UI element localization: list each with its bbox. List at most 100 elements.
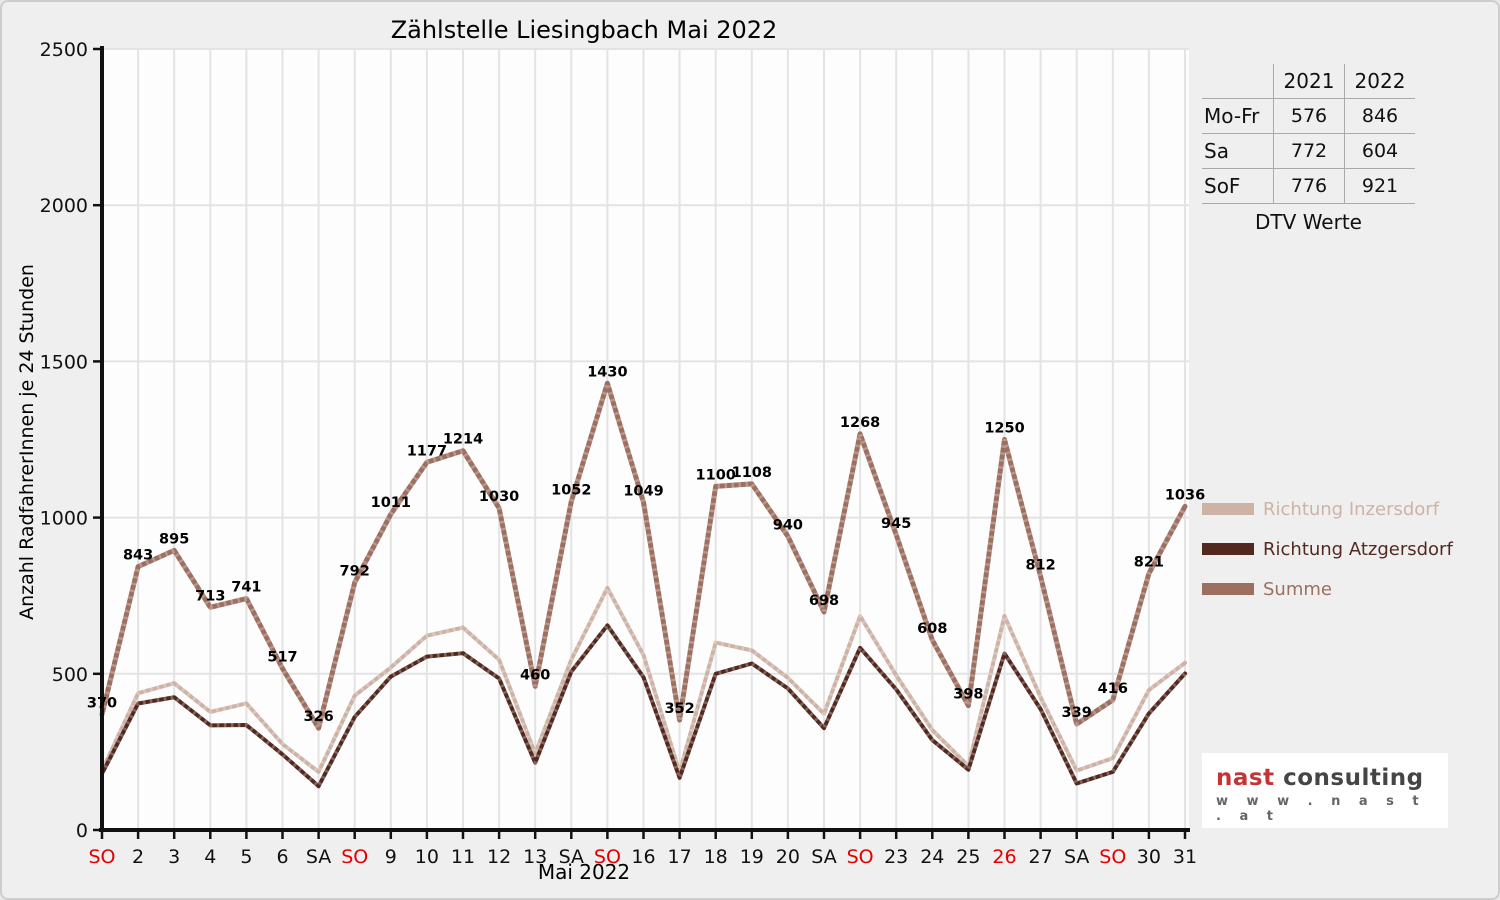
x-tick-label: 9 <box>385 846 397 868</box>
x-tick-label: SA <box>811 846 836 868</box>
dtv-value-sof-2021: 776 <box>1273 169 1344 204</box>
data-label: 1049 <box>623 483 663 499</box>
x-tick-label: 5 <box>240 846 252 868</box>
series-line <box>100 623 1187 789</box>
x-tick-label: 23 <box>884 846 908 868</box>
x-tick-label: 10 <box>415 846 439 868</box>
dtv-row-label-mofr: Mo-Fr <box>1202 99 1273 134</box>
chart-title: Zählstelle Liesingbach Mai 2022 <box>390 16 778 44</box>
dtv-value-mofr-2022: 846 <box>1344 99 1415 134</box>
legend-swatch-atzgersdorf <box>1202 543 1254 555</box>
x-tick-label: 24 <box>920 846 944 868</box>
chart-legend: Richtung Inzersdorf Richtung Atzgersdorf… <box>1202 496 1453 616</box>
legend-swatch-inzersdorf <box>1202 503 1254 515</box>
gridlines <box>102 48 1189 830</box>
data-label: 843 <box>123 548 153 564</box>
data-label: 1108 <box>732 465 772 481</box>
logo-brand-primary: nast <box>1216 765 1275 791</box>
dtv-value-mofr-2021: 576 <box>1273 99 1344 134</box>
data-label: 608 <box>917 621 947 637</box>
series-summe <box>99 374 1188 735</box>
y-tick-label: 2000 <box>40 195 88 217</box>
y-tick-labels: 0 500 1000 1500 2000 2500 <box>40 39 88 842</box>
data-label: 398 <box>953 687 983 703</box>
data-label: 352 <box>664 701 694 717</box>
data-label: 1011 <box>371 495 411 511</box>
x-tick-label: 2 <box>132 846 144 868</box>
dtv-row-label-sof: SoF <box>1202 169 1273 204</box>
series-line <box>100 585 1187 775</box>
data-label: 1177 <box>407 443 447 459</box>
series-line-texture <box>99 374 1188 735</box>
data-label: 370 <box>87 695 117 711</box>
logo-url: w w w . n a s t . a t <box>1216 794 1426 825</box>
x-tick-labels: SO 2 3 4 5 6 SA SO 9 10 11 12 13 SA SO 16 17 18 19 20 SA SO 23… <box>88 846 1197 868</box>
dtv-header-2022: 2022 <box>1344 64 1415 99</box>
legend-item-summe: Summe <box>1202 576 1453 602</box>
series-line <box>99 380 1188 731</box>
y-tick-label: 2500 <box>40 39 88 61</box>
data-label: 812 <box>1025 557 1055 573</box>
data-label: 1036 <box>1165 487 1205 503</box>
data-label: 1052 <box>551 482 591 498</box>
data-label: 945 <box>881 516 911 532</box>
legend-swatch-summe <box>1202 583 1254 595</box>
x-tick-label: SO <box>1099 846 1126 868</box>
x-tick-label: 16 <box>631 846 655 868</box>
legend-item-inzersdorf: Richtung Inzersdorf <box>1202 496 1453 522</box>
plot-area <box>102 49 1189 830</box>
y-tick-label: 1000 <box>40 508 88 530</box>
x-tick-label: 18 <box>704 846 728 868</box>
dtv-value-sa-2022: 604 <box>1344 134 1415 169</box>
x-tick-label: SA <box>306 846 331 868</box>
x-tick-label: 25 <box>956 846 980 868</box>
x-tick-label: 6 <box>276 846 288 868</box>
x-tick-label: 17 <box>668 846 692 868</box>
dtv-table: 2021 2022 Mo-Fr 576 846 Sa 772 604 SoF 7… <box>1202 64 1426 234</box>
data-label: 792 <box>340 564 370 580</box>
x-axis-title: Mai 2022 <box>537 860 631 884</box>
dtv-value-sof-2022: 921 <box>1344 169 1415 204</box>
x-tick-label: 12 <box>487 846 511 868</box>
y-tick-label: 1500 <box>40 351 88 373</box>
x-tick-label: 13 <box>523 846 547 868</box>
axes <box>93 46 1190 839</box>
data-label: 895 <box>159 531 189 547</box>
data-label: 1268 <box>840 415 880 431</box>
legend-item-atzgersdorf: Richtung Atzgersdorf <box>1202 536 1453 562</box>
x-tick-label: 30 <box>1137 846 1161 868</box>
legend-label-inzersdorf: Richtung Inzersdorf <box>1263 498 1440 520</box>
x-tick-label: 27 <box>1029 846 1053 868</box>
x-tick-label: SO <box>847 846 874 868</box>
series-line-texture <box>100 622 1187 790</box>
data-label: 517 <box>267 649 297 665</box>
data-label: 1430 <box>587 364 627 380</box>
x-tick-label: 31 <box>1173 846 1197 868</box>
x-tick-label: SA <box>1064 846 1089 868</box>
data-label: 741 <box>231 580 261 596</box>
y-tick-label: 500 <box>52 664 88 686</box>
dtv-value-sa-2021: 772 <box>1273 134 1344 169</box>
series-line-texture <box>100 583 1187 780</box>
x-tick-label: 26 <box>992 846 1016 868</box>
dtv-header-2021: 2021 <box>1273 64 1344 99</box>
logo-brand: nast consulting <box>1216 765 1448 791</box>
logo-brand-secondary: consulting <box>1274 765 1424 791</box>
nast-consulting-logo: nast consulting w w w . n a s t . a t <box>1202 753 1448 828</box>
x-tick-label: 4 <box>204 846 216 868</box>
data-label: 1250 <box>984 421 1024 437</box>
data-label: 339 <box>1062 705 1092 721</box>
x-tick-label: SO <box>341 846 368 868</box>
data-label: 821 <box>1134 555 1164 571</box>
data-label: 1214 <box>443 432 483 448</box>
x-tick-label: 11 <box>451 846 475 868</box>
data-label: 1100 <box>696 467 736 483</box>
data-label: 1030 <box>479 489 519 505</box>
data-label: 713 <box>195 588 225 604</box>
data-label: 416 <box>1098 681 1128 697</box>
dtv-table-caption: DTV Werte <box>1255 210 1362 234</box>
y-axis-title: Anzahl RadfahrerInnen je 24 Stunden <box>16 264 38 620</box>
